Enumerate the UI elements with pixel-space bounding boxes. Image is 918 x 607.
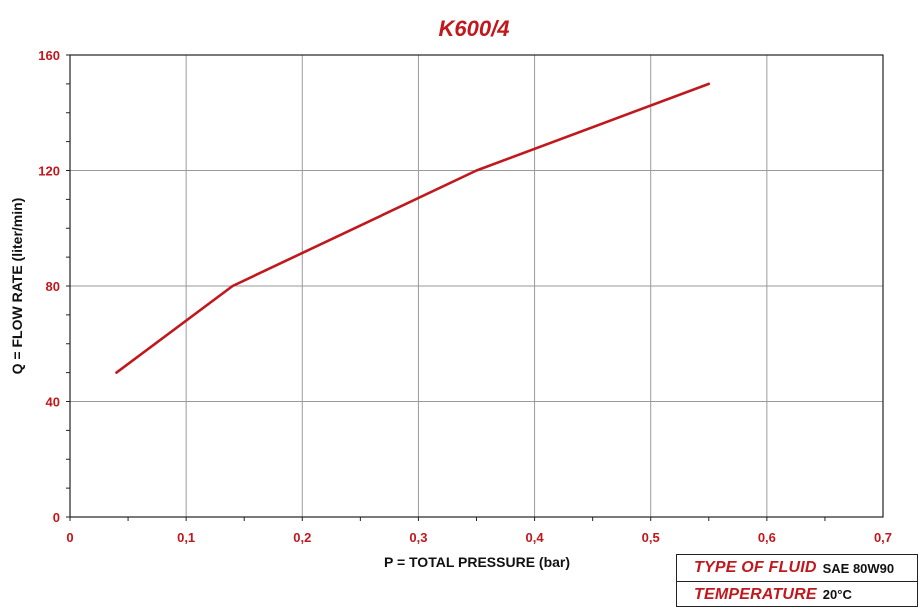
grid xyxy=(70,55,883,517)
y-tick-label: 120 xyxy=(38,164,60,179)
x-tick-label: 0,3 xyxy=(409,530,427,545)
temperature-row: TEMPERATURE 20°C xyxy=(677,581,917,607)
x-tick-label: 0,5 xyxy=(642,530,660,545)
axis-ticks: 0 0,1 0,2 0,3 0,4 0,5 0,6 0,7 0 40 80 120 160 xyxy=(38,48,892,545)
x-tick-label: 0,1 xyxy=(177,530,195,545)
x-axis-label: P = TOTAL PRESSURE (bar) xyxy=(384,554,570,570)
y-axis-label: Q = FLOW RATE (liter/min) xyxy=(9,198,25,375)
series-layer xyxy=(115,82,711,374)
fluid-info-table: TYPE OF FLUID SAE 80W90 TEMPERATURE 20°C xyxy=(676,554,918,607)
x-tick-label: 0,6 xyxy=(758,530,776,545)
chart-title: K600/4 xyxy=(439,16,510,41)
x-tick-label: 0,2 xyxy=(293,530,311,545)
y-tick-label: 40 xyxy=(46,395,60,410)
temperature-value: 20°C xyxy=(822,587,852,602)
x-tick-label: 0,7 xyxy=(874,530,892,545)
fluid-type-value: SAE 80W90 xyxy=(822,560,895,576)
fluid-type-label: TYPE OF FLUID xyxy=(694,559,817,576)
y-tick-label: 160 xyxy=(38,48,60,63)
x-tick-label: 0,4 xyxy=(526,530,545,545)
temperature-label: TEMPERATURE xyxy=(694,585,817,603)
fluid-type-row: TYPE OF FLUID SAE 80W90 xyxy=(677,555,917,581)
x-tick-label: 0 xyxy=(66,530,73,545)
y-tick-label: 0 xyxy=(53,510,60,525)
series-line xyxy=(115,82,711,374)
y-tick-label: 80 xyxy=(46,279,60,294)
